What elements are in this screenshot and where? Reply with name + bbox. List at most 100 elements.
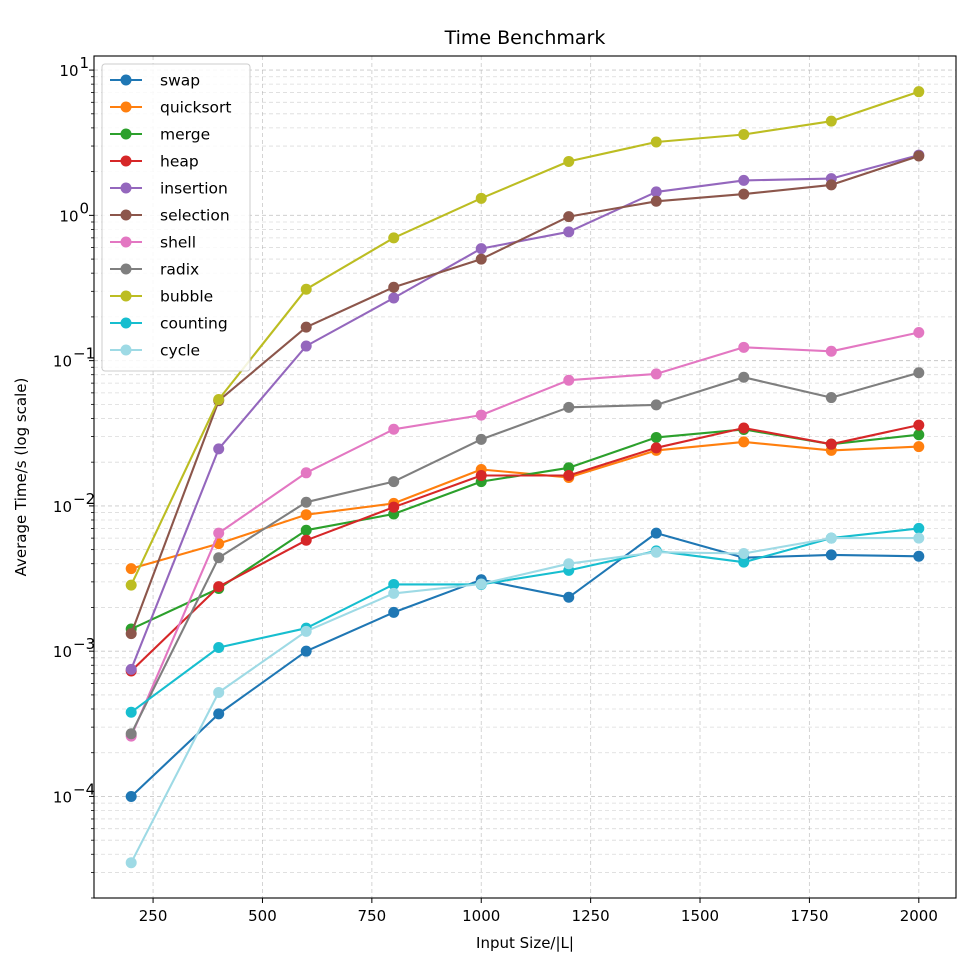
data-point-heap [738, 422, 750, 434]
series-line-shell [130, 331, 920, 737]
data-point-quicksort [125, 563, 137, 575]
data-point-bubble [738, 129, 750, 141]
legend-marker-bubble [120, 290, 132, 302]
data-point-radix [475, 433, 487, 445]
y-tick-exponent: 0 [80, 199, 90, 217]
data-point-insertion [300, 340, 312, 352]
y-tick-exponent: −4 [73, 780, 95, 798]
data-point-bubble [388, 232, 400, 244]
data-point-selection [738, 188, 750, 200]
y-tick-label: 10 [53, 353, 72, 371]
data-point-selection [650, 195, 662, 207]
series-line-cycle [130, 537, 919, 864]
x-axis-label: Input Size/|L| [476, 934, 574, 952]
data-point-bubble [825, 115, 837, 127]
series-line-selection [130, 155, 920, 635]
data-point-bubble [913, 86, 925, 98]
legend-label-merge: merge [160, 126, 210, 144]
data-point-radix [738, 371, 750, 383]
data-point-cycle [650, 546, 662, 558]
series-line-insertion [130, 154, 920, 670]
legend-label-insertion: insertion [160, 180, 228, 198]
y-tick-label: 10 [53, 498, 72, 516]
data-point-insertion [563, 226, 575, 238]
legend: swap quicksort merge heap insertion selection… [101, 63, 251, 372]
data-point-swap [300, 645, 312, 657]
data-point-cycle [213, 686, 225, 698]
data-point-swap [825, 549, 837, 561]
data-point-swap [388, 606, 400, 618]
data-point-bubble [475, 192, 487, 204]
data-point-heap [913, 419, 925, 431]
data-point-shell [388, 423, 400, 435]
x-tick-label: 500 [248, 907, 277, 925]
data-point-shell [650, 368, 662, 380]
data-point-insertion [650, 186, 662, 198]
y-axis-label: Average Time/s (log scale) [12, 378, 30, 577]
data-point-insertion [475, 243, 487, 255]
data-point-radix [388, 476, 400, 488]
data-point-selection [125, 628, 137, 640]
data-point-radix [650, 399, 662, 411]
y-tick-label: 10 [59, 62, 78, 80]
x-tick-label: 250 [139, 907, 168, 925]
y-tick-label: 10 [53, 643, 72, 661]
data-point-cycle [738, 548, 750, 560]
legend-label-shell: shell [160, 234, 196, 252]
legend-marker-radix [120, 263, 132, 275]
legend-label-selection: selection [160, 207, 230, 225]
y-tick-label: 10 [59, 207, 78, 225]
series-line-counting [130, 527, 919, 714]
data-point-selection [475, 253, 487, 265]
data-point-cycle [825, 532, 837, 544]
data-point-counting [738, 556, 750, 568]
plot-frame [93, 55, 957, 899]
legend-box [101, 63, 251, 372]
data-point-cycle [475, 578, 487, 590]
data-point-cycle [300, 625, 312, 637]
series-layer [125, 86, 925, 869]
data-point-heap [475, 469, 487, 481]
data-point-shell [300, 467, 312, 479]
legend-label-radix: radix [160, 261, 199, 279]
series-line-radix [130, 371, 920, 735]
y-tick-label: 10 [53, 788, 72, 806]
data-point-heap [388, 501, 400, 513]
data-point-selection [825, 179, 837, 191]
data-point-bubble [650, 136, 662, 148]
legend-marker-quicksort [120, 101, 132, 113]
x-tick-label: 1000 [462, 907, 500, 925]
data-point-counting [213, 642, 225, 654]
data-point-insertion [738, 174, 750, 186]
data-point-heap [650, 442, 662, 454]
x-tick-label: 1250 [572, 907, 610, 925]
data-point-selection [913, 150, 925, 162]
series-line-heap [130, 424, 920, 672]
data-point-selection [563, 211, 575, 223]
data-point-selection [300, 321, 312, 333]
data-point-insertion [213, 443, 225, 455]
y-tick-exponent: −2 [73, 490, 95, 508]
x-tick-label: 2000 [900, 907, 938, 925]
legend-label-counting: counting [160, 315, 228, 333]
data-point-heap [825, 438, 837, 450]
legend-label-swap: swap [160, 72, 200, 90]
series-cycle [125, 532, 925, 869]
chart-title: Time Benchmark [444, 27, 606, 49]
data-point-cycle [125, 857, 137, 869]
legend-label-cycle: cycle [160, 342, 200, 360]
data-point-merge [563, 462, 575, 474]
data-point-bubble [213, 394, 225, 406]
y-tick-exponent: −3 [73, 635, 95, 653]
data-point-quicksort [913, 441, 925, 453]
data-point-swap [650, 527, 662, 539]
data-point-shell [563, 374, 575, 386]
x-tick-label: 750 [358, 907, 387, 925]
data-point-heap [300, 534, 312, 546]
data-point-shell [738, 341, 750, 353]
data-point-quicksort [300, 509, 312, 521]
legend-marker-shell [120, 236, 132, 248]
data-point-counting [125, 706, 137, 718]
data-point-cycle [563, 558, 575, 570]
